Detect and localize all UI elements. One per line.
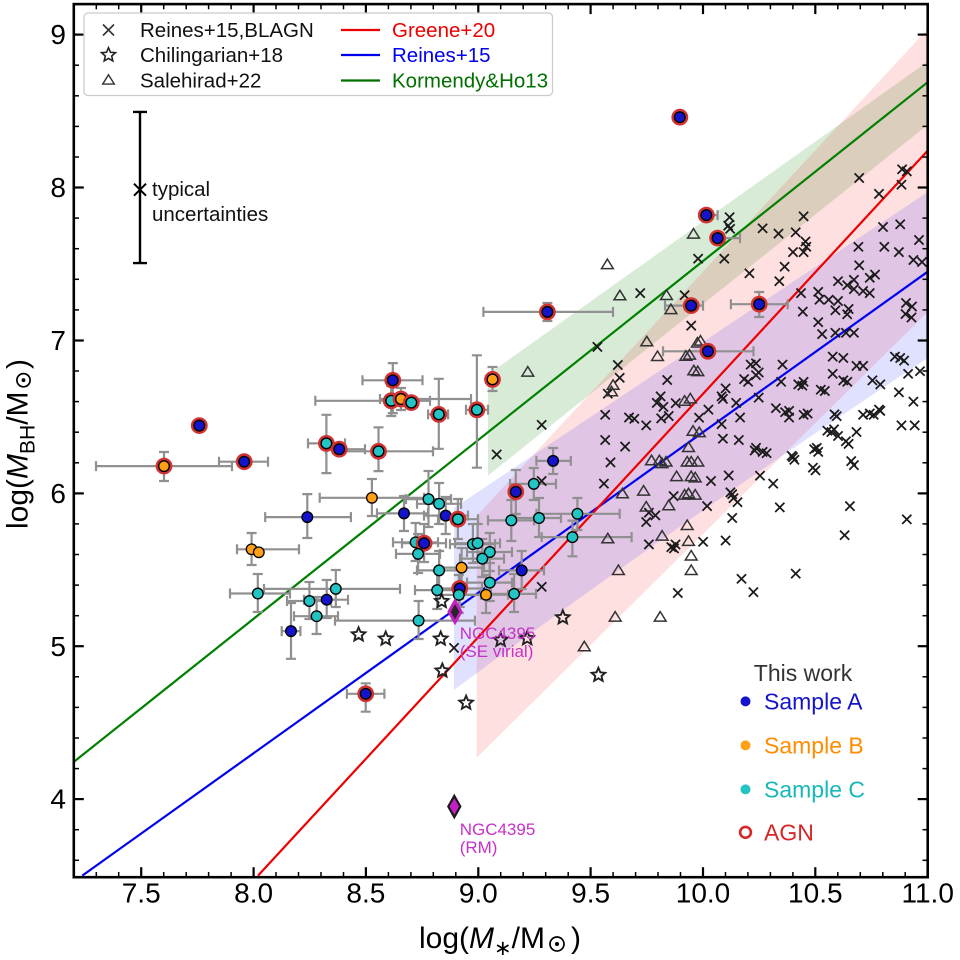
svg-text:): ) xyxy=(2,359,35,369)
svg-text:Sample B: Sample B xyxy=(764,732,864,758)
svg-text:4: 4 xyxy=(50,784,66,815)
svg-text:log(MBH/M: log(MBH/M xyxy=(2,391,40,529)
svg-text:): ) xyxy=(571,922,581,955)
svg-text:9.0: 9.0 xyxy=(459,878,498,909)
svg-text:(RM): (RM) xyxy=(460,838,498,857)
svg-text:(SE virial): (SE virial) xyxy=(460,642,534,661)
svg-text:Sample A: Sample A xyxy=(764,688,863,714)
svg-text:uncertainties: uncertainties xyxy=(152,203,268,226)
svg-text:6: 6 xyxy=(50,478,66,509)
svg-text:Chilingarian+18: Chilingarian+18 xyxy=(140,44,283,67)
svg-text:8.0: 8.0 xyxy=(234,878,273,909)
svg-text:9.5: 9.5 xyxy=(571,878,610,909)
svg-text:NGC4395: NGC4395 xyxy=(460,624,536,643)
svg-text:9: 9 xyxy=(50,19,66,50)
svg-text:log(M∗/M: log(M∗/M xyxy=(419,922,545,960)
svg-text:7: 7 xyxy=(50,325,66,356)
svg-text:8: 8 xyxy=(50,172,66,203)
svg-text:Greene+20: Greene+20 xyxy=(392,19,495,42)
svg-text:7.5: 7.5 xyxy=(122,878,161,909)
svg-text:typical: typical xyxy=(152,178,210,201)
svg-text:10.5: 10.5 xyxy=(788,878,843,909)
svg-text:Kormendy&Ho13: Kormendy&Ho13 xyxy=(392,70,548,93)
svg-text:This work: This work xyxy=(754,660,853,686)
svg-text:5: 5 xyxy=(50,631,66,662)
svg-text:11.0: 11.0 xyxy=(901,878,953,909)
svg-text:Reines+15,BLAGN: Reines+15,BLAGN xyxy=(140,19,314,42)
svg-text:8.5: 8.5 xyxy=(346,878,385,909)
svg-text:Reines+15: Reines+15 xyxy=(392,44,491,67)
svg-text:Salehirad+22: Salehirad+22 xyxy=(140,70,261,93)
svg-text:Sample C: Sample C xyxy=(764,776,865,802)
svg-text:NGC4395: NGC4395 xyxy=(460,820,536,839)
svg-text:AGN: AGN xyxy=(764,819,814,845)
svg-text:10.0: 10.0 xyxy=(676,878,731,909)
